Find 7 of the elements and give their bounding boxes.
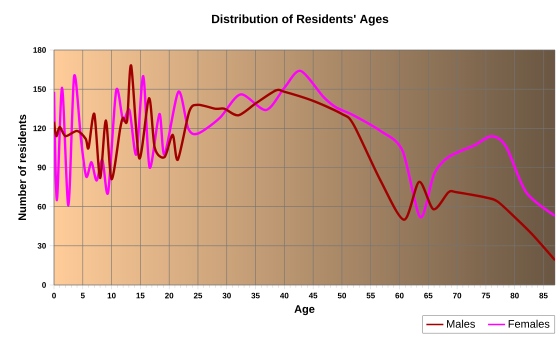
- legend-label: Males: [447, 320, 475, 328]
- line-series: [54, 64, 556, 262]
- chart-title: Distribution of Residents' Ages: [212, 14, 388, 26]
- legend-label: Females: [508, 320, 550, 328]
- line-series: [54, 70, 556, 218]
- x-axis-title: Age: [294, 305, 314, 316]
- y-axis-title: Number of residents: [18, 114, 26, 220]
